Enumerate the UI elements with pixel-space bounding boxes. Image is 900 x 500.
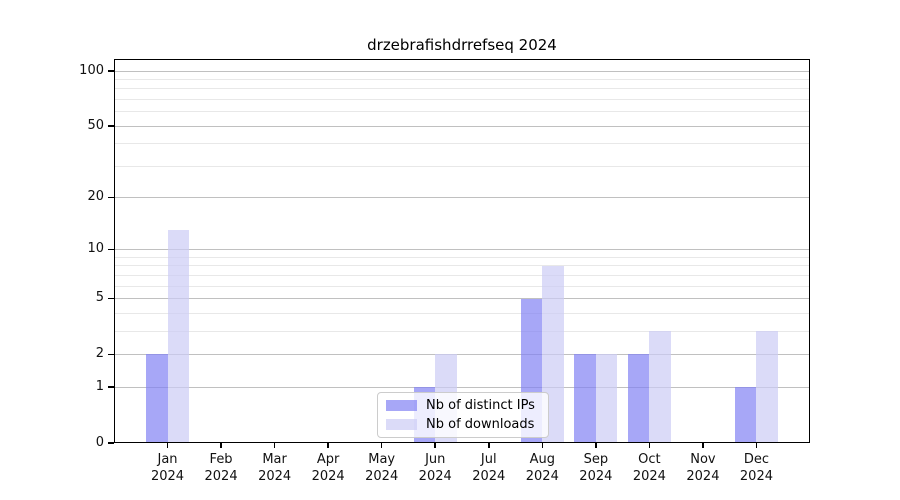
y-axis-tick-100 (108, 70, 114, 72)
bar-distinct-ips-jan (146, 354, 168, 443)
gridline-minor-80 (114, 88, 810, 90)
legend-item-distinct-ips: Nb of distinct IPs (386, 398, 540, 413)
x-tick-label-may: May 2024 (365, 452, 399, 484)
y-tick-label-10: 10 (87, 241, 104, 257)
y-axis-tick-5 (108, 297, 114, 300)
gridline-major-2 (114, 353, 810, 355)
gridline-minor-6 (114, 285, 810, 287)
gridline-minor-90 (114, 78, 810, 80)
x-axis-tick-mar (273, 443, 276, 448)
x-tick-label-jun: Jun 2024 (418, 452, 452, 484)
y-axis-tick-10 (108, 248, 114, 251)
gridline-minor-3 (114, 330, 810, 332)
legend-swatch-distinct-ips (386, 400, 417, 411)
gridline-major-100 (114, 70, 810, 72)
bar-distinct-ips-oct (627, 354, 650, 443)
legend-label-downloads: Nb of downloads (426, 417, 535, 432)
gridline-minor-9 (114, 256, 810, 258)
bar-downloads-oct (649, 331, 671, 443)
legend-swatch-downloads (386, 419, 417, 430)
x-axis-tick-sep (595, 443, 597, 448)
y-tick-label-0: 0 (95, 434, 104, 450)
x-tick-label-apr: Apr 2024 (311, 452, 345, 484)
x-tick-label-aug: Aug 2024 (525, 452, 559, 484)
y-tick-label-20: 20 (87, 189, 104, 205)
gridline-minor-30 (114, 165, 810, 167)
bar-distinct-ips-dec (735, 387, 757, 443)
y-axis-tick-1 (108, 386, 114, 388)
x-axis-tick-jan (166, 443, 169, 448)
gridline-minor-8 (114, 265, 810, 267)
gridline-major-10 (114, 249, 810, 251)
x-axis-tick-dec (755, 443, 758, 448)
gridline-minor-70 (114, 98, 810, 100)
x-tick-label-jul: Jul 2024 (472, 452, 506, 484)
x-axis-tick-jun (434, 443, 436, 448)
legend-item-downloads: Nb of downloads (386, 417, 540, 432)
y-axis-tick-20 (108, 196, 114, 199)
x-tick-label-sep: Sep 2024 (579, 452, 613, 484)
bar-downloads-sep (595, 354, 618, 443)
y-tick-label-100: 100 (79, 62, 104, 78)
x-axis-tick-feb (220, 443, 222, 448)
x-axis-tick-may (380, 443, 383, 448)
y-tick-label-5: 5 (95, 290, 104, 306)
chart-title: drzebrafishdrrefseq 2024 (367, 36, 557, 54)
y-axis-tick-50 (108, 125, 114, 127)
bar-downloads-jan (167, 230, 189, 443)
y-tick-label-1: 1 (95, 378, 104, 394)
gridline-minor-4 (114, 312, 810, 314)
y-tick-label-2: 2 (95, 345, 104, 361)
gridline-minor-60 (114, 111, 810, 113)
x-tick-label-nov: Nov 2024 (686, 452, 720, 484)
x-axis-tick-jul (488, 443, 490, 448)
plot-frame (114, 59, 810, 443)
x-axis-tick-nov (702, 443, 704, 448)
gridline-major-5 (114, 298, 810, 300)
gridline-major-1 (114, 386, 810, 388)
x-tick-label-dec: Dec 2024 (739, 452, 773, 484)
x-axis-tick-oct (648, 443, 651, 448)
y-axis-tick-0 (108, 442, 114, 444)
plot-area: Nb of distinct IPs Nb of downloads 0 1 2 5 1… (79, 59, 810, 484)
x-axis-tick-apr (327, 443, 329, 448)
legend: Nb of distinct IPs Nb of downloads (377, 392, 549, 438)
legend-label-distinct-ips: Nb of distinct IPs (426, 398, 535, 413)
x-tick-label-feb: Feb 2024 (204, 452, 238, 484)
gridline-major-20 (114, 197, 810, 199)
x-tick-label-mar: Mar 2024 (258, 452, 292, 484)
x-axis-tick-aug (541, 443, 544, 448)
x-tick-label-jan: Jan 2024 (150, 452, 185, 484)
x-tick-label-oct: Oct 2024 (632, 452, 666, 484)
gridline-major-50 (114, 125, 810, 127)
gridline-minor-40 (114, 143, 810, 145)
gridline-minor-7 (114, 274, 810, 276)
y-tick-label-50: 50 (87, 117, 104, 133)
bar-distinct-ips-sep (574, 354, 596, 443)
y-axis-tick-2 (108, 353, 114, 356)
bar-downloads-dec (756, 331, 778, 443)
